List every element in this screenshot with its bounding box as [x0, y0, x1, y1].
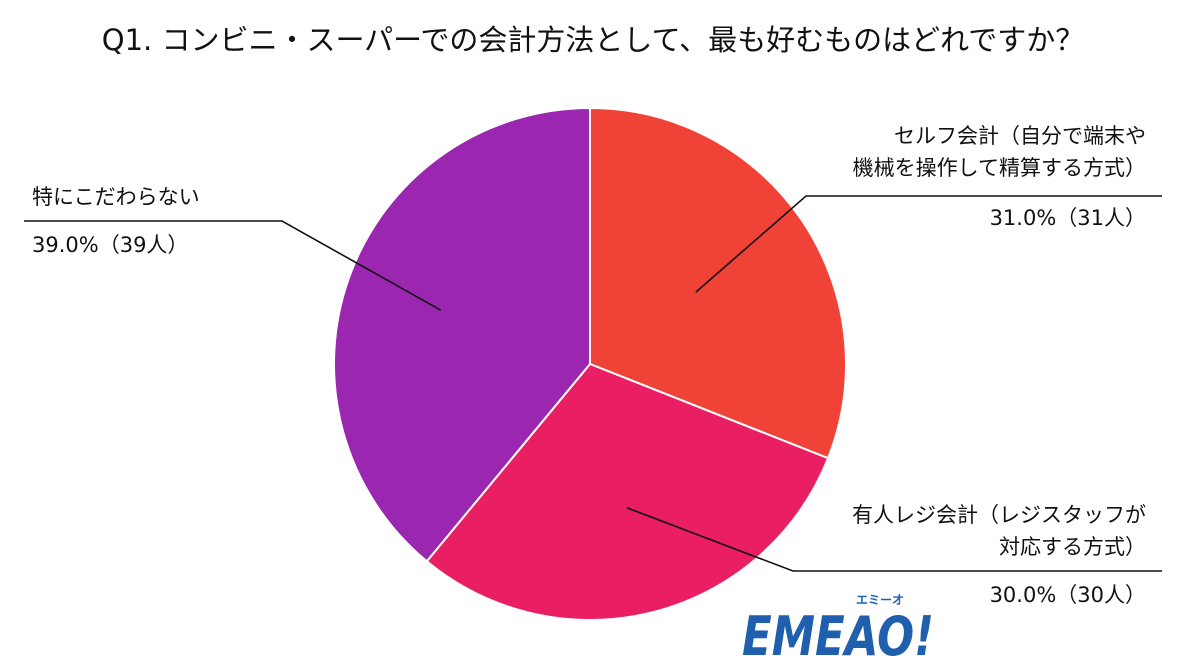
- pie-slices: [333, 106, 847, 621]
- chart-title: Q1. コンビニ・スーパーでの会計方法として、最も好むものはどれですか？: [102, 23, 1085, 57]
- slice-label-staffed-register-line-2: 対応する方式）: [999, 535, 1146, 559]
- slice-no-preference: [333, 106, 591, 563]
- leader-line-no-preference: [24, 220, 442, 311]
- leader-line-self-checkout: [695, 195, 1162, 293]
- slice-value-no-preference: 39.0%（39人）: [32, 233, 188, 257]
- leader-lines: [24, 195, 1162, 572]
- slice-self-checkout: [589, 106, 847, 460]
- emeao-logo: EMEAO! エミーオ: [742, 593, 934, 668]
- slice-label-no-preference: 特にこだわらない: [32, 185, 200, 209]
- logo-text: EMEAO!: [742, 605, 934, 668]
- slice-label-self-checkout-line-1: セルフ会計（自分で端末や: [894, 124, 1146, 148]
- slice-value-self-checkout: 31.0%（31人）: [990, 206, 1146, 230]
- slice-label-self-checkout-line-2: 機械を操作して精算する方式）: [853, 156, 1146, 180]
- slice-value-staffed-register: 30.0%（30人）: [990, 583, 1146, 607]
- leader-line-staffed-register: [626, 507, 1162, 572]
- slice-staffed-register: [425, 362, 830, 621]
- logo-kana: エミーオ: [856, 593, 904, 607]
- slice-label-staffed-register-line-1: 有人レジ会計（レジスタッフが: [852, 503, 1146, 527]
